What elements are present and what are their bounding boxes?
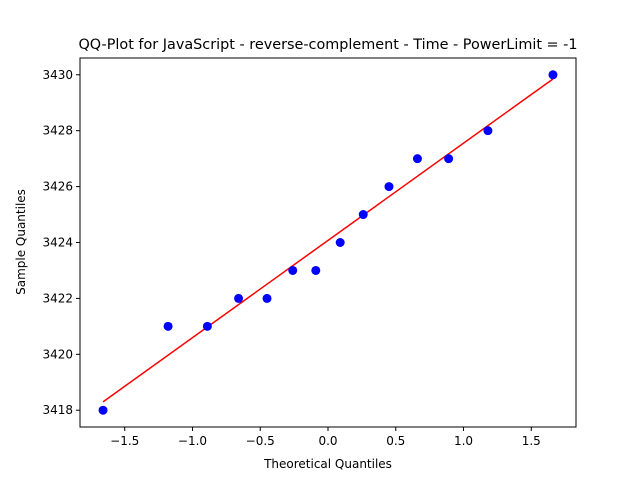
data-point [358,210,368,220]
data-point [335,238,345,247]
data-point [262,293,272,303]
data-point [202,321,212,331]
y-tick-label: 3430 [42,68,73,82]
y-axis-label: Sample Quantiles [14,189,28,295]
y-tick-label: 3428 [42,124,73,138]
y-axis: 3418 3420 3422 3424 3426 3428 3430 [42,68,80,417]
x-tick-label: 1.0 [454,434,473,448]
x-tick-label: 0.0 [318,434,337,448]
data-point [311,265,321,275]
data-point [483,126,493,136]
data-point [163,321,173,331]
x-axis: −1.5 −1.0 −0.5 0.0 0.5 1.0 1.5 [110,427,541,448]
data-point [548,70,558,80]
chart-title: QQ-Plot for JavaScript - reverse-complem… [78,37,577,53]
plot-area [98,70,558,415]
x-tick-label: 0.5 [386,434,405,448]
data-point [234,293,244,303]
y-tick-label: 3426 [42,180,73,194]
data-point [444,154,454,164]
data-point [288,265,298,275]
fit-line [102,78,554,403]
x-axis-label: Theoretical Quantiles [263,457,392,471]
data-point [98,405,108,415]
y-tick-label: 3420 [42,347,73,361]
y-tick-label: 3424 [42,236,73,250]
x-tick-label: 1.5 [522,434,541,448]
y-tick-label: 3418 [42,403,73,417]
x-tick-label: −1.5 [110,434,139,448]
data-point [384,182,394,192]
data-point [412,154,422,164]
y-tick-label: 3422 [42,291,73,305]
x-tick-label: −1.0 [178,434,207,448]
x-tick-label: −0.5 [246,434,275,448]
